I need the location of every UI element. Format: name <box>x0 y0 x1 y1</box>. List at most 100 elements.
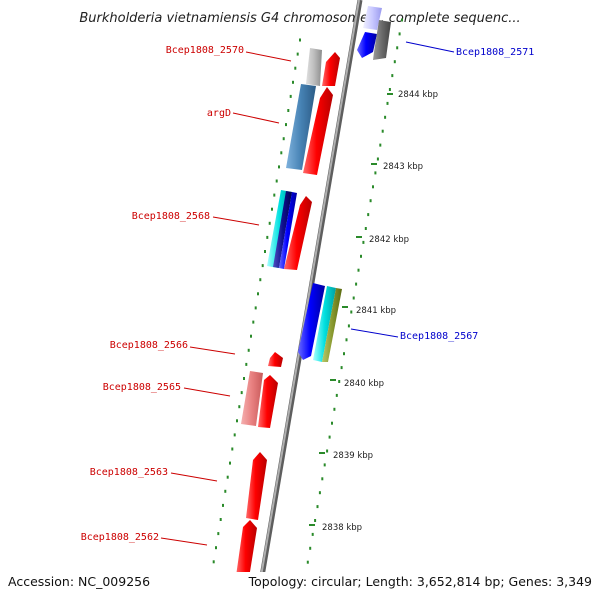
track-dot <box>236 419 238 423</box>
track-dot <box>217 532 220 536</box>
kbp-label-2844: 2844 kbp <box>398 90 438 100</box>
track-dot <box>245 362 248 366</box>
gene-bcep1808-2566-arrow[interactable] <box>268 352 283 367</box>
track-dot <box>224 489 227 493</box>
track-dot <box>350 310 353 314</box>
track-dot <box>314 519 317 522</box>
gene-label-bcep1808-2565[interactable]: Bcep1808_2565 <box>103 382 181 393</box>
track-dot <box>238 405 241 409</box>
track-dot <box>285 123 287 127</box>
gene-upper-red-arrow[interactable] <box>322 52 340 86</box>
track-dot <box>250 334 252 338</box>
track-dot <box>386 101 389 105</box>
gene-label-bcep1808-2570[interactable]: Bcep1808_2570 <box>166 45 244 56</box>
track-dot <box>222 503 224 507</box>
gene-argd-steel-block[interactable] <box>286 84 316 170</box>
gene-label-bcep1808-2566[interactable]: Bcep1808_2566 <box>110 340 188 351</box>
track-dot <box>306 560 309 564</box>
reverse-genes <box>261 6 391 600</box>
track-dot <box>335 393 338 397</box>
gene-bcep1808-2568-blue[interactable] <box>279 192 297 269</box>
kbp-label-2843: 2843 kbp <box>383 162 423 172</box>
gene-bcep1808-2565-pink[interactable] <box>241 371 263 426</box>
track-dot <box>233 433 236 437</box>
track-dot <box>374 171 377 175</box>
kbp-label-2839: 2839 kbp <box>333 451 373 461</box>
track-dot <box>231 447 234 451</box>
track-dot <box>247 348 250 352</box>
track-dot <box>259 278 262 282</box>
map-title: Burkholderia vietnamiensis G4 chromosome… <box>79 11 520 26</box>
track-dot <box>309 546 312 550</box>
track-dot <box>257 292 259 296</box>
track-dot <box>381 129 384 133</box>
track-dot <box>393 60 396 64</box>
track-dot <box>398 32 401 36</box>
track-dot <box>280 151 283 155</box>
track-dot <box>282 137 285 141</box>
gene-bcep1808-2567-cyan[interactable] <box>313 286 336 362</box>
track-dot <box>362 240 365 244</box>
gene-bcep1808-2567-arrow[interactable] <box>298 283 325 360</box>
track-dot <box>278 165 280 169</box>
track-dot <box>372 185 374 189</box>
track-dot <box>212 560 215 564</box>
chromosome-backbone <box>255 0 363 600</box>
track-dot <box>388 88 391 91</box>
track-dot <box>271 207 273 211</box>
gene-label-bcep1808-2563[interactable]: Bcep1808_2563 <box>90 467 168 478</box>
track-dot <box>296 52 299 56</box>
track-dot <box>254 306 257 310</box>
track-dot <box>219 518 222 521</box>
track-dot <box>347 324 350 328</box>
gene-bcep1808-2568-arrow[interactable] <box>284 196 312 270</box>
gene-bcep1808-2563-arrow[interactable] <box>246 452 267 520</box>
track-dot <box>352 296 355 300</box>
track-dot <box>333 407 336 411</box>
gene-argd-arrow[interactable] <box>303 87 333 175</box>
track-dot <box>316 505 319 509</box>
track-dot <box>369 199 372 203</box>
track-dot <box>268 221 271 225</box>
kbp-scale: 2844 kbp 2843 kbp 2842 kbp 2841 kbp 2840… <box>309 90 438 533</box>
gene-label-bcep1808-2568[interactable]: Bcep1808_2568 <box>132 211 210 222</box>
kbp-label-2838: 2838 kbp <box>322 523 362 533</box>
track-dot <box>318 491 321 495</box>
gene-bcep1808-2568-navy[interactable] <box>273 191 292 268</box>
gene-bcep1808-2562-arrow[interactable] <box>236 520 257 578</box>
track-dot <box>401 18 403 22</box>
gene-bcep1808-2565-arrow[interactable] <box>258 375 278 428</box>
track-dot <box>376 157 379 161</box>
track-dot <box>287 109 290 112</box>
gene-bcep1808-2570-arrow[interactable] <box>306 48 322 86</box>
kbp-label-2842: 2842 kbp <box>369 235 409 245</box>
left-track-dots <box>208 38 301 592</box>
track-dot <box>331 421 333 425</box>
gene-label-bcep1808-2567[interactable]: Bcep1808_2567 <box>400 331 478 342</box>
gene-bcep1808-2567-olive[interactable] <box>322 288 342 362</box>
gene-label-bcep1808-2562[interactable]: Bcep1808_2562 <box>81 532 159 543</box>
track-dot <box>266 235 269 239</box>
gene-top-lavender[interactable] <box>363 6 382 30</box>
track-dot <box>229 461 231 465</box>
track-dot <box>311 532 314 536</box>
gene-top-blue-arrow[interactable] <box>357 32 377 58</box>
track-dot <box>396 46 399 50</box>
gene-bcep1808-2571-arrow[interactable] <box>373 20 391 60</box>
track-dot <box>364 227 367 230</box>
track-dot <box>367 213 370 217</box>
track-dot <box>340 366 343 370</box>
footer-background <box>0 572 600 600</box>
track-dot <box>261 264 264 268</box>
gene-label-argd[interactable]: argD <box>207 108 231 119</box>
gene-label-bcep1808-2571[interactable]: Bcep1808_2571 <box>456 47 534 58</box>
track-dot <box>240 391 243 395</box>
track-dot <box>264 250 266 253</box>
track-dot <box>323 463 326 467</box>
track-dot <box>338 380 341 383</box>
track-dot <box>326 449 329 453</box>
accession-text: Accession: NC_009256 <box>8 574 150 589</box>
track-dot <box>391 74 394 78</box>
kbp-label-2841: 2841 kbp <box>356 306 396 316</box>
